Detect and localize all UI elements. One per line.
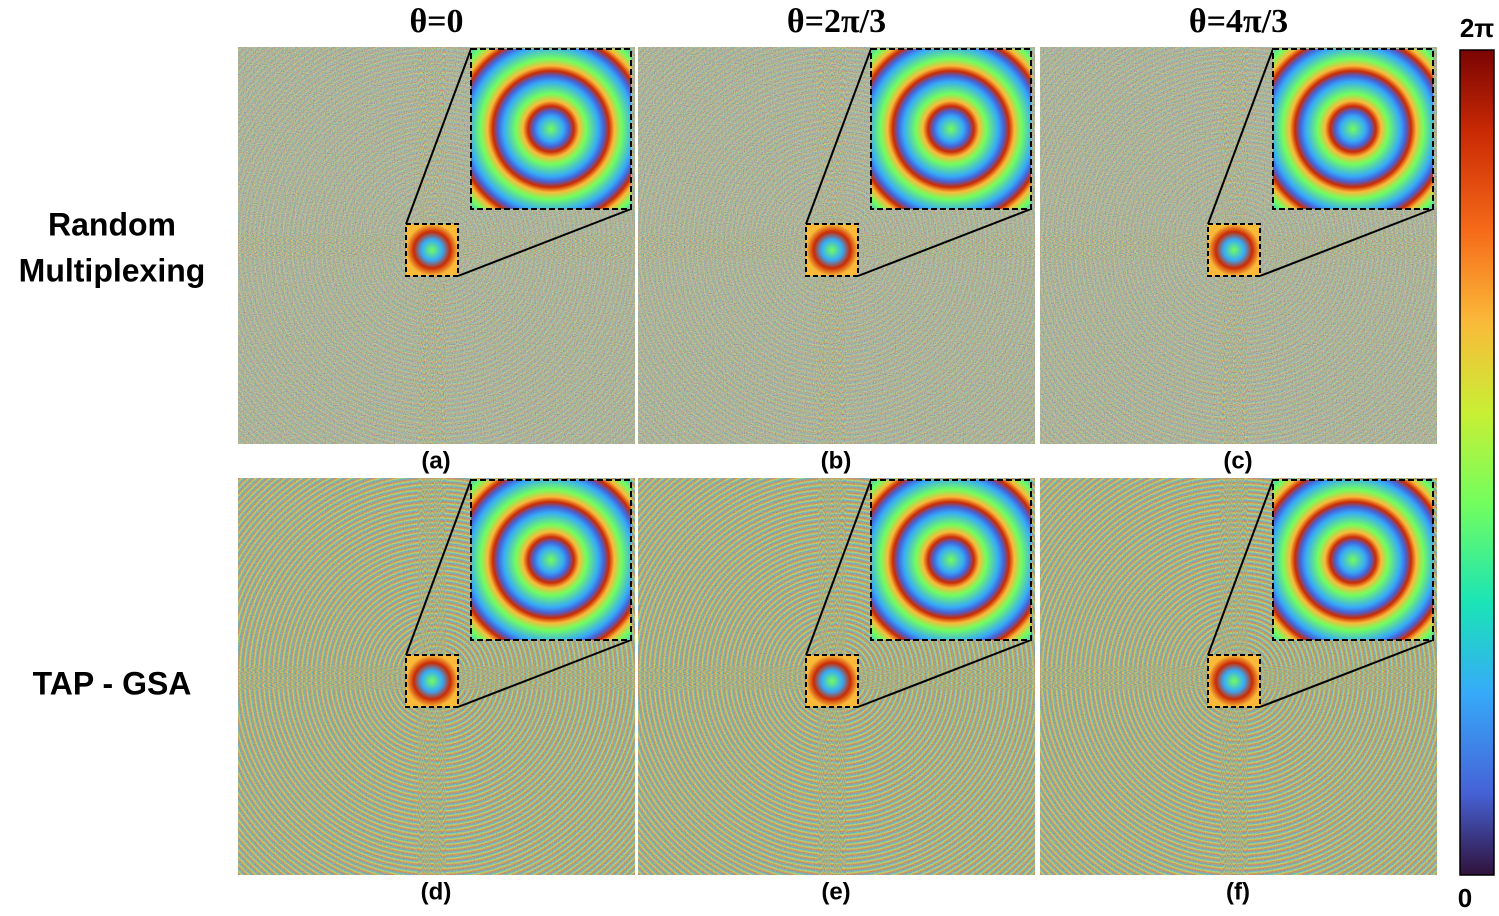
colorbar-top-label: 2π bbox=[1460, 13, 1494, 43]
panel bbox=[1040, 478, 1437, 875]
center-spot bbox=[1208, 224, 1260, 276]
column-title: θ=4π/3 bbox=[1189, 3, 1288, 40]
panel-label: (f) bbox=[1226, 878, 1250, 905]
zoom-line bbox=[857, 639, 1032, 708]
zoom-box bbox=[805, 654, 859, 708]
inset-border bbox=[470, 48, 632, 210]
inset bbox=[471, 49, 631, 209]
zoom-line bbox=[805, 48, 872, 225]
zoom-box bbox=[405, 654, 459, 708]
panel bbox=[638, 47, 1035, 444]
panel bbox=[638, 478, 1035, 875]
zoom-line bbox=[457, 639, 632, 708]
panel-label: (b) bbox=[821, 447, 852, 474]
center-spot bbox=[806, 655, 858, 707]
panel bbox=[238, 47, 635, 444]
center-spot bbox=[406, 655, 458, 707]
zoom-line bbox=[405, 479, 472, 656]
row-label: Random bbox=[48, 206, 176, 242]
zoom-box bbox=[1207, 223, 1261, 277]
zoom-line bbox=[1259, 639, 1434, 708]
center-spot bbox=[1208, 655, 1260, 707]
row-label: TAP - GSA bbox=[33, 665, 192, 701]
column-title: θ=2π/3 bbox=[787, 3, 886, 40]
zoom-line bbox=[805, 479, 872, 656]
center-spot bbox=[806, 224, 858, 276]
row-label: Multiplexing bbox=[19, 252, 206, 288]
colorbar-bottom-label: 0 bbox=[1458, 883, 1472, 913]
inset bbox=[1273, 49, 1433, 209]
zoom-box bbox=[405, 223, 459, 277]
center-spot bbox=[406, 224, 458, 276]
colorbar bbox=[1459, 49, 1495, 876]
inset bbox=[871, 49, 1031, 209]
zoom-box bbox=[805, 223, 859, 277]
inset bbox=[871, 480, 1031, 640]
column-title: θ=0 bbox=[409, 3, 463, 40]
inset-border bbox=[470, 479, 632, 641]
zoom-line bbox=[1207, 48, 1274, 225]
zoom-line bbox=[857, 208, 1032, 277]
inset-border bbox=[870, 479, 1032, 641]
zoom-line bbox=[405, 48, 472, 225]
panel-label: (a) bbox=[421, 447, 450, 474]
zoom-line bbox=[457, 208, 632, 277]
inset-border bbox=[1272, 48, 1434, 210]
inset bbox=[1273, 480, 1433, 640]
inset-border bbox=[870, 48, 1032, 210]
panel bbox=[1040, 47, 1437, 444]
inset-border bbox=[1272, 479, 1434, 641]
zoom-line bbox=[1259, 208, 1434, 277]
panel bbox=[238, 478, 635, 875]
inset bbox=[471, 480, 631, 640]
panel-label: (e) bbox=[821, 878, 850, 905]
zoom-line bbox=[1207, 479, 1274, 656]
zoom-box bbox=[1207, 654, 1261, 708]
panel-label: (c) bbox=[1223, 447, 1252, 474]
panel-label: (d) bbox=[421, 878, 452, 905]
